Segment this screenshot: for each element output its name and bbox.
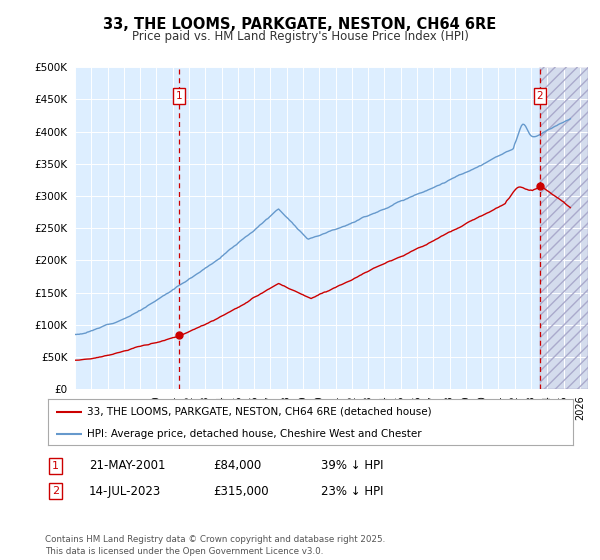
Text: 14-JUL-2023: 14-JUL-2023 (89, 484, 161, 498)
Text: 33, THE LOOMS, PARKGATE, NESTON, CH64 6RE: 33, THE LOOMS, PARKGATE, NESTON, CH64 6R… (103, 17, 497, 32)
Text: 1: 1 (176, 91, 182, 101)
Text: 21-MAY-2001: 21-MAY-2001 (89, 459, 166, 473)
Bar (540, 67, 588, 389)
Bar (540, 67, 588, 389)
Text: 2: 2 (536, 91, 543, 101)
Text: Contains HM Land Registry data © Crown copyright and database right 2025.
This d: Contains HM Land Registry data © Crown c… (45, 535, 385, 556)
Text: 39% ↓ HPI: 39% ↓ HPI (321, 459, 383, 473)
Text: 23% ↓ HPI: 23% ↓ HPI (321, 484, 383, 498)
Text: HPI: Average price, detached house, Cheshire West and Chester: HPI: Average price, detached house, Ches… (88, 428, 422, 438)
Text: 2: 2 (52, 486, 59, 496)
Text: £315,000: £315,000 (213, 484, 269, 498)
Text: 1: 1 (52, 461, 59, 471)
Text: £84,000: £84,000 (213, 459, 261, 473)
Text: Price paid vs. HM Land Registry's House Price Index (HPI): Price paid vs. HM Land Registry's House … (131, 30, 469, 43)
Text: 33, THE LOOMS, PARKGATE, NESTON, CH64 6RE (detached house): 33, THE LOOMS, PARKGATE, NESTON, CH64 6R… (88, 407, 432, 417)
